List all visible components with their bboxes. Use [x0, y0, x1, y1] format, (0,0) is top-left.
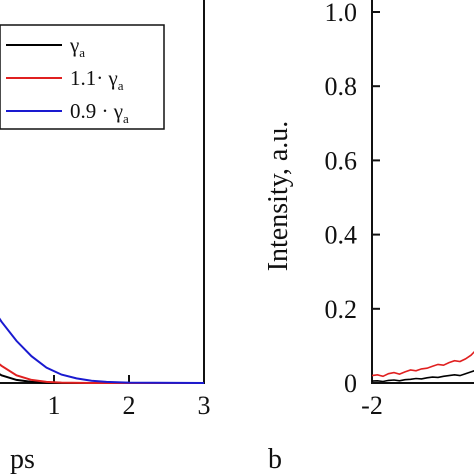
- panel-a-series-line-0: [0, 373, 204, 384]
- panel-b-ticks: 0 0.2 0.4 0.6 0.8 1.0 -2: [325, 0, 383, 420]
- panel-a: 1 2 3 ps γa 1.1· γa 0.9 · γa: [0, 0, 211, 474]
- panel-b-x-tick-label: -2: [361, 391, 383, 420]
- panel-b-y-tick-label: 0.8: [325, 72, 358, 101]
- panel-b-series: [371, 351, 474, 383]
- panel-b-series-line-0: [371, 370, 474, 383]
- panel-a-ticks: 1 2 3: [48, 375, 211, 420]
- panel-b-y-tick-label: 0.6: [325, 146, 358, 175]
- panel-b-y-tick-label: 0: [344, 369, 357, 398]
- panel-b-y-tick-label: 0.4: [325, 221, 358, 250]
- legend-label-1: 1.1· γa: [70, 66, 124, 93]
- panel-a-x-tick-label: 2: [123, 391, 136, 420]
- legend-label-2: 0.9 · γa: [70, 99, 129, 126]
- legend-label-0: γa: [69, 33, 85, 60]
- panel-a-xlabel: ps: [10, 444, 35, 474]
- panel-a-series: [0, 317, 205, 384]
- panel-a-x-tick-label: 3: [198, 391, 211, 420]
- panel-b-series-line-1: [371, 351, 474, 378]
- panel-a-x-tick-label: 1: [48, 391, 61, 420]
- panel-a-series-line-1: [0, 363, 204, 384]
- legend: γa 1.1· γa 0.9 · γa: [0, 24, 165, 130]
- panel-b-ylabel: Intensity, a.u.: [263, 121, 294, 272]
- panel-label-b: b: [268, 444, 282, 474]
- panel-b: 0 0.2 0.4 0.6 0.8 1.0 -2 Intensity, a.u. b: [263, 0, 474, 474]
- panel-b-y-tick-label: 0.2: [325, 295, 358, 324]
- panel-b-y-tick-label: 1.0: [325, 0, 358, 27]
- panel-a-series-line-2: [0, 317, 205, 384]
